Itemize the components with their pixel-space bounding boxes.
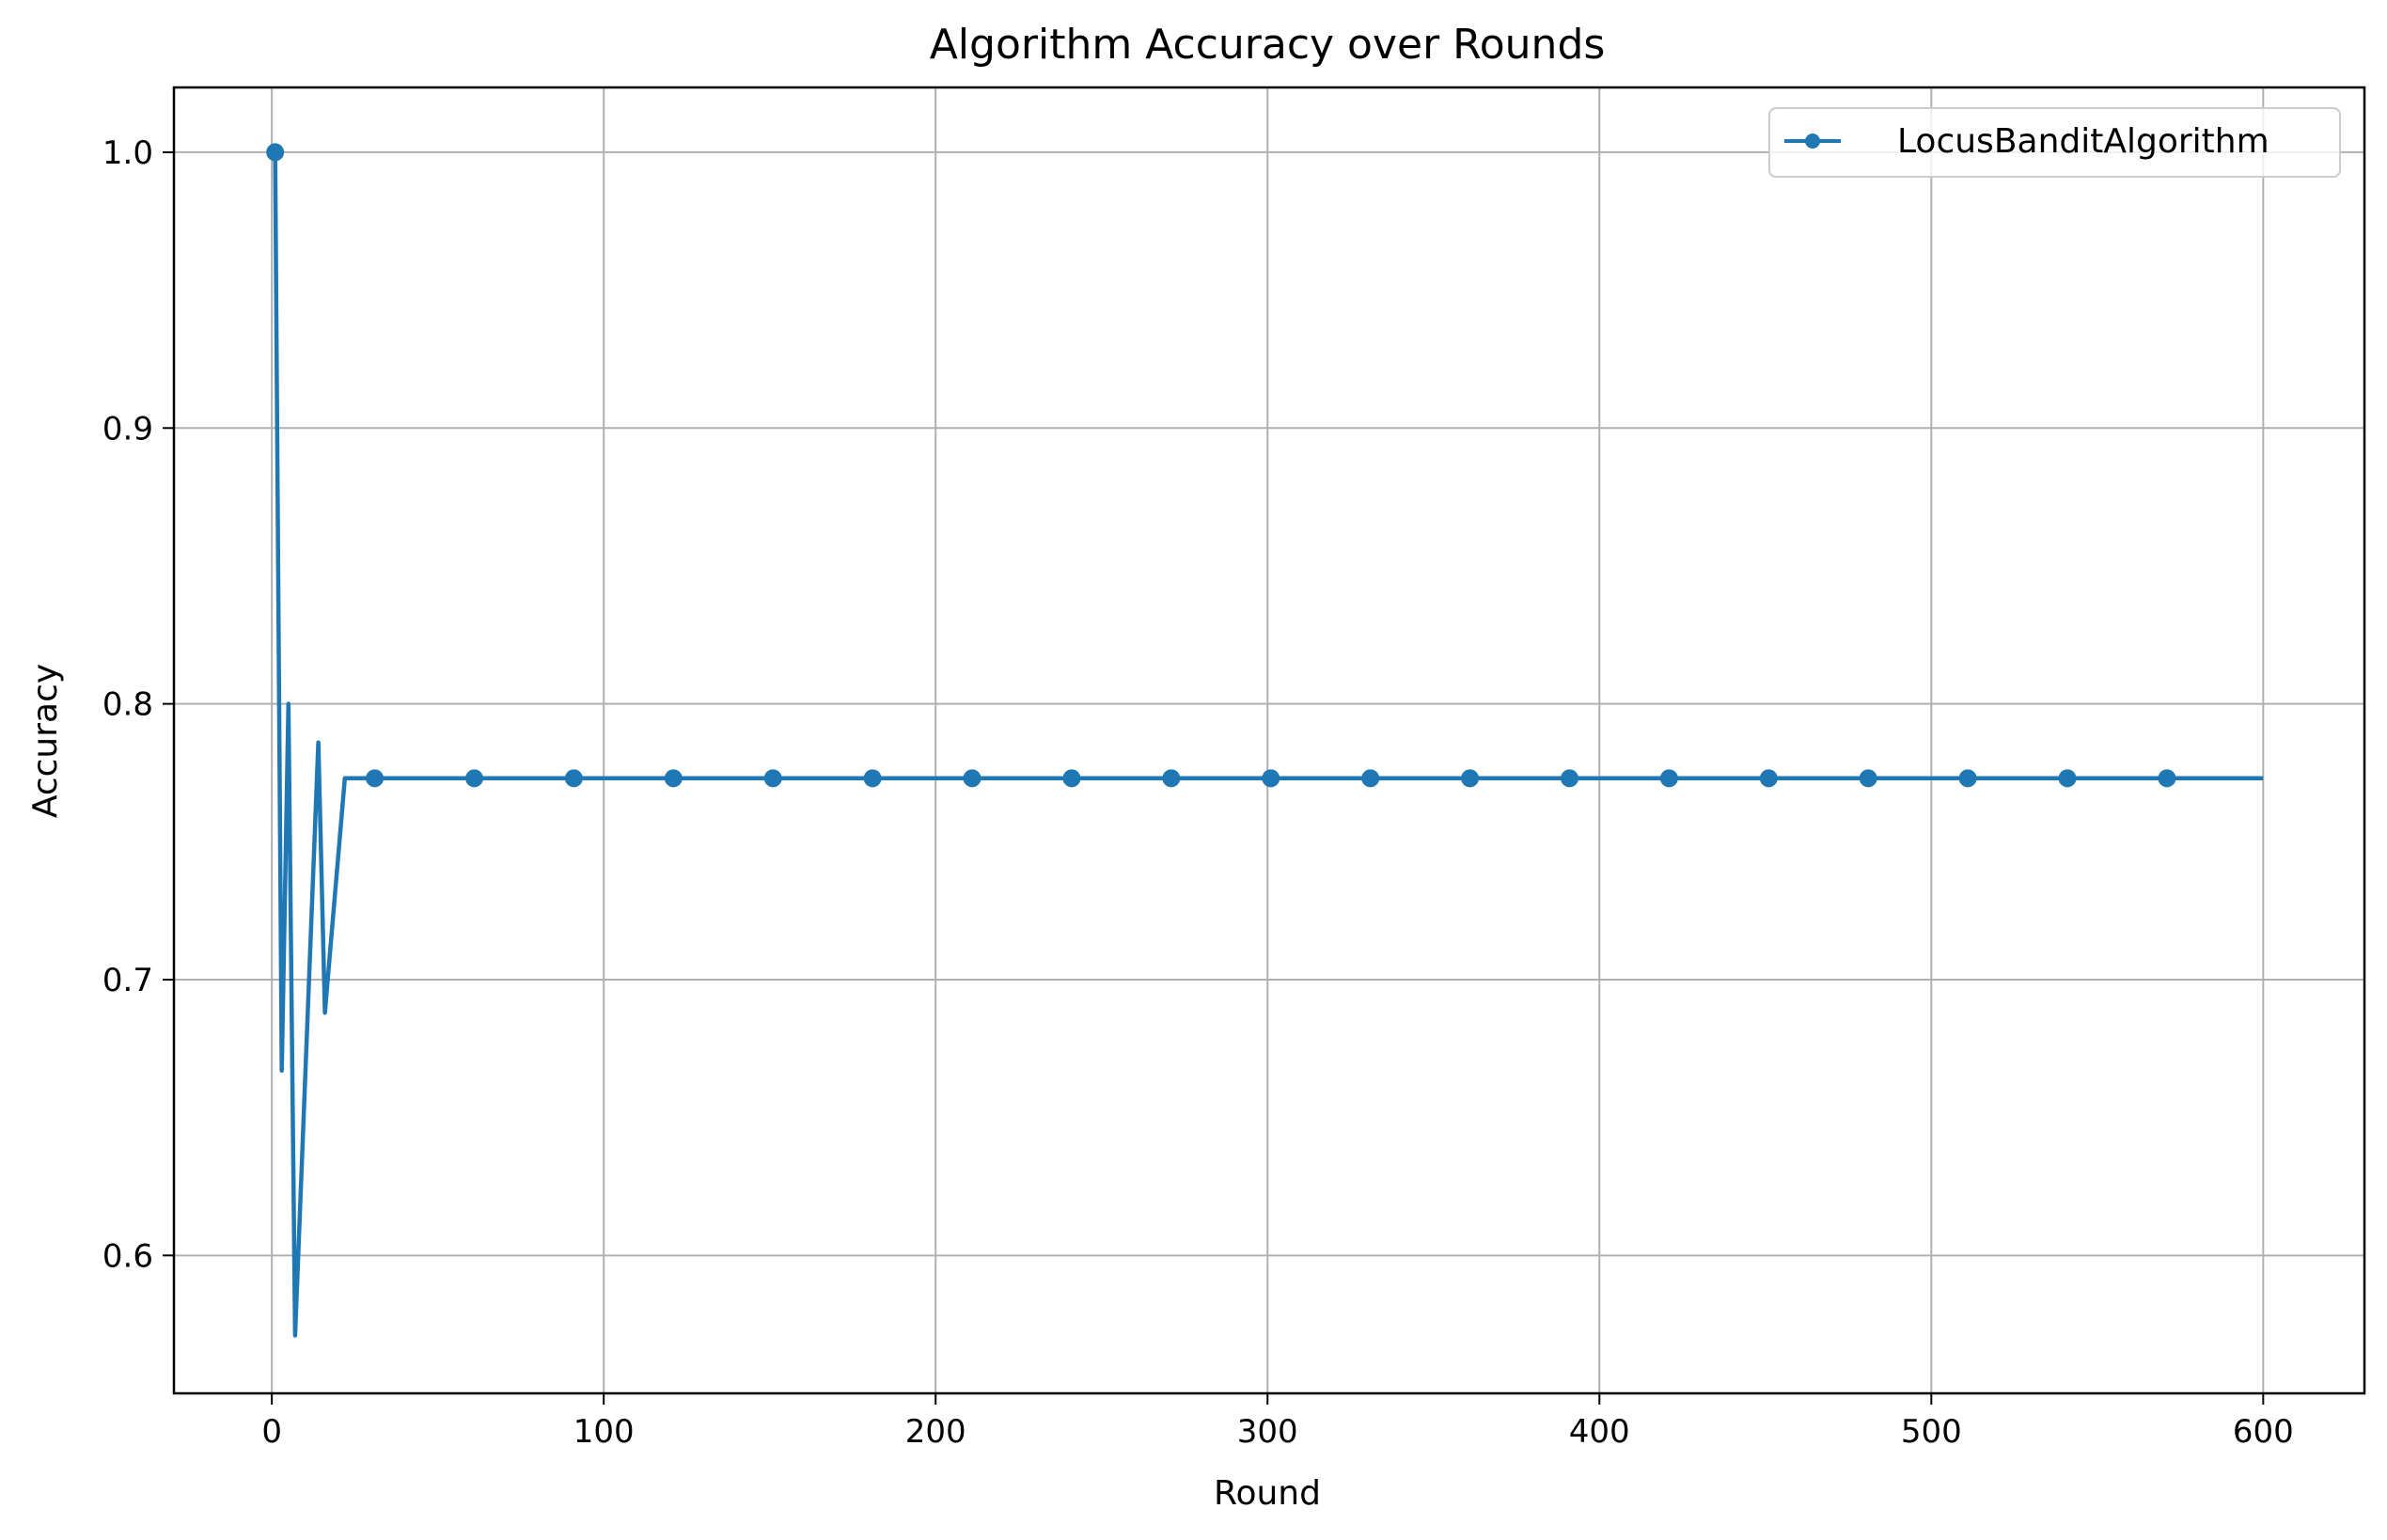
- x-tick-label: 600: [2233, 1413, 2294, 1451]
- data-point-marker: [1659, 769, 1678, 788]
- data-point-marker: [1859, 769, 1877, 788]
- data-point-marker: [464, 769, 483, 788]
- data-point-marker: [863, 769, 882, 788]
- data-point-marker: [1361, 769, 1380, 788]
- data-point-marker: [1759, 769, 1778, 788]
- y-tick-label: 0.8: [102, 686, 153, 724]
- y-tick-label: 0.6: [102, 1237, 153, 1275]
- x-tick-label: 400: [1569, 1413, 1630, 1451]
- y-tick-label: 0.7: [102, 962, 153, 999]
- x-tick-label: 500: [1901, 1413, 1962, 1451]
- data-point-marker: [963, 769, 981, 788]
- y-tick-label: 0.9: [102, 410, 153, 448]
- data-point-marker: [664, 769, 683, 788]
- legend-label-locusbanditalgorithm: LocusBanditAlgorithm: [1897, 122, 2269, 161]
- data-point-marker: [2058, 769, 2077, 788]
- data-point-marker: [1560, 769, 1578, 788]
- x-axis-ticks: 0 100 200 300 400 500 600: [261, 1393, 2294, 1451]
- data-point-marker: [1461, 769, 1480, 788]
- data-point-marker: [266, 143, 285, 162]
- plot-area-frame: [172, 86, 2366, 1395]
- legend-marker-swatch: [1805, 134, 1820, 149]
- grid: [174, 87, 2364, 1393]
- x-tick-label: 0: [261, 1413, 282, 1451]
- data-point-marker: [1958, 769, 1977, 788]
- data-point-marker: [763, 769, 782, 788]
- data-point-marker: [1062, 769, 1081, 788]
- x-tick-label: 300: [1237, 1413, 1298, 1451]
- chart-title: Algorithm Accuracy over Rounds: [930, 21, 1606, 69]
- data-point-marker: [366, 769, 385, 788]
- data-point-marker: [1262, 769, 1280, 788]
- x-tick-label: 200: [905, 1413, 966, 1451]
- data-point-marker: [564, 769, 583, 788]
- y-tick-label: 1.0: [102, 134, 153, 172]
- y-axis-label: Accuracy: [26, 664, 65, 818]
- x-axis-label: Round: [1214, 1474, 1321, 1513]
- y-axis-ticks: 0.6 0.7 0.8 0.9 1.0: [102, 134, 174, 1275]
- data-point-marker: [1162, 769, 1181, 788]
- legend-box: [1768, 107, 2341, 178]
- legend: LocusBanditAlgorithm: [1768, 107, 2341, 178]
- x-tick-label: 100: [573, 1413, 635, 1451]
- series-layer: [266, 143, 2264, 1338]
- data-point-marker: [2158, 769, 2176, 788]
